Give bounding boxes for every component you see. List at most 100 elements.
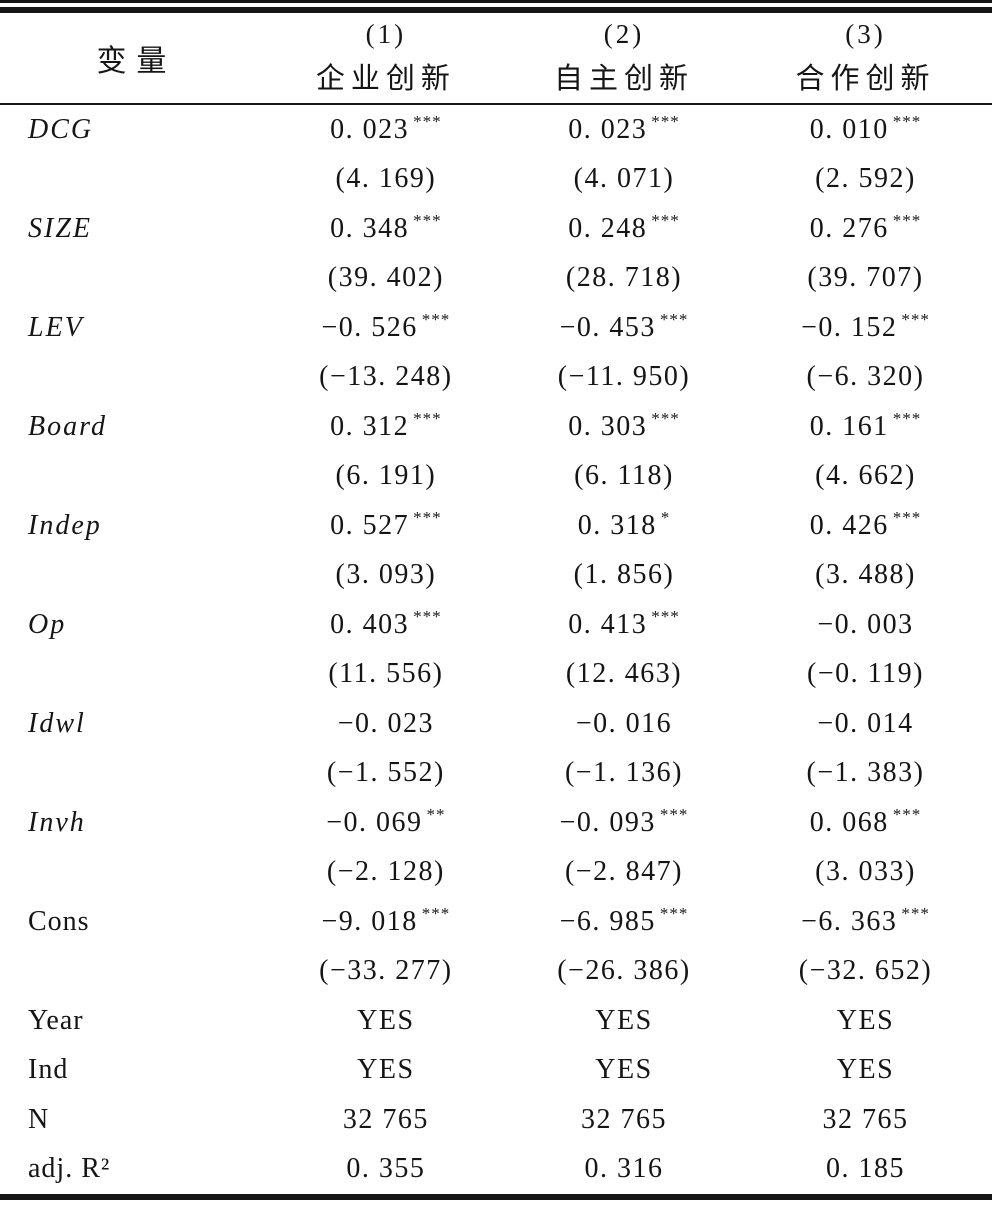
tstat-value: (−13. 248) xyxy=(319,361,453,393)
coefficient-value: −6. 985 xyxy=(559,905,656,937)
tstat-cell: (28. 718) xyxy=(509,262,739,294)
coefficient-cell: −6. 985 *** xyxy=(509,905,739,938)
coefficient-cell: 0. 403 *** xyxy=(263,607,509,641)
tstat-value: (39. 707) xyxy=(807,262,924,294)
coefficient-cell: 0. 312 *** xyxy=(263,409,509,443)
significance-stars: *** xyxy=(659,310,689,330)
summary-row-label-cell: Year xyxy=(0,1005,263,1037)
tstat-value: (−33. 277) xyxy=(319,955,453,987)
coefficient-value: −0. 526 xyxy=(321,311,418,343)
summary-value: 0. 355 xyxy=(346,1153,426,1185)
summary-value: 0. 185 xyxy=(826,1153,905,1185)
significance-stars: * xyxy=(660,508,671,528)
table-row: Cons −9. 018 *** −6. 985 *** −6. 363 *** xyxy=(0,897,992,947)
tstat-cell: (6. 191) xyxy=(263,460,509,492)
coefficient-value: 0. 527 xyxy=(330,509,410,541)
coefficient-value: 0. 426 xyxy=(809,509,889,541)
coefficient-value: −0. 014 xyxy=(817,707,914,739)
tstat-value: (4. 662) xyxy=(815,460,916,492)
table-row: adj. R² 0. 355 0. 316 0. 185 xyxy=(0,1145,992,1195)
table-row: Year YES YES YES xyxy=(0,996,992,1046)
column-header-3: (3) 合作创新 xyxy=(739,13,992,103)
coefficient-cell: 0. 161 *** xyxy=(739,409,992,443)
summary-row-label-cell: Ind xyxy=(0,1054,263,1086)
coefficient-cell: 0. 023 *** xyxy=(509,113,739,146)
tstat-value: (28. 718) xyxy=(565,262,683,294)
summary-row-label: adj. R² xyxy=(28,1153,111,1185)
row-label: LEV xyxy=(28,311,84,343)
tstat-value: (−1. 136) xyxy=(564,757,683,789)
coefficient-cell: 0. 276 *** xyxy=(739,211,992,245)
table-row: (−33. 277) (−26. 386) (−32. 652) xyxy=(0,947,992,997)
table-header-row: 变量 (1) 企业创新 (2) 自主创新 (3) 合作创新 xyxy=(0,13,992,103)
summary-value: YES xyxy=(836,1004,895,1036)
row-label: Idwl xyxy=(28,707,86,739)
coefficient-value: 0. 161 xyxy=(809,410,889,442)
coefficient-value: −0. 152 xyxy=(801,311,898,343)
row-label-cell: Indep xyxy=(0,510,263,542)
tstat-cell: (39. 707) xyxy=(739,262,992,294)
tstat-value: (−26. 386) xyxy=(557,955,691,987)
summary-value-cell: YES xyxy=(509,1005,739,1037)
coefficient-cell: −9. 018 *** xyxy=(263,905,509,938)
summary-row-label-cell: adj. R² xyxy=(0,1153,263,1185)
coefficient-cell: −0. 003 xyxy=(739,609,992,641)
column-1-name: 企业创新 xyxy=(315,63,456,95)
coefficient-value: −0. 453 xyxy=(559,311,656,343)
row-label-cell: Idwl xyxy=(0,708,263,740)
summary-value-cell: YES xyxy=(263,1005,509,1037)
table-row: DCG 0. 023 *** 0. 023 *** 0. 010 *** xyxy=(0,105,992,155)
tstat-cell: (3. 033) xyxy=(739,856,992,888)
coefficient-cell: −0. 014 xyxy=(739,708,992,740)
significance-stars: *** xyxy=(892,211,922,231)
summary-value: YES xyxy=(357,1004,415,1036)
summary-value: YES xyxy=(836,1054,895,1086)
significance-stars: *** xyxy=(901,904,930,924)
coefficient-value: −0. 003 xyxy=(817,608,914,640)
coefficient-cell: 0. 318 * xyxy=(509,508,739,542)
significance-stars: *** xyxy=(892,409,922,429)
summary-value-cell: YES xyxy=(263,1054,509,1086)
table-row: Board 0. 312 *** 0. 303 *** 0. 161 *** xyxy=(0,402,992,452)
table-row: (−13. 248) (−11. 950) (−6. 320) xyxy=(0,353,992,403)
summary-value-cell: 32 765 xyxy=(263,1104,509,1136)
tstat-cell: (3. 488) xyxy=(739,559,992,591)
row-label-cell: Invh xyxy=(0,807,263,839)
coefficient-value: 0. 318 xyxy=(577,509,657,541)
table-row: (39. 402) (28. 718) (39. 707) xyxy=(0,254,992,304)
tstat-value: (2. 592) xyxy=(815,163,916,195)
summary-row-label: N xyxy=(28,1103,50,1135)
coefficient-value: 0. 248 xyxy=(568,212,648,244)
tstat-cell: (−1. 136) xyxy=(509,757,739,789)
coefficient-cell: −0. 016 xyxy=(509,708,739,740)
tstat-cell: (−33. 277) xyxy=(263,955,509,987)
column-1-number: (1) xyxy=(365,19,407,49)
summary-row-label: Ind xyxy=(28,1054,69,1086)
tstat-value: (3. 488) xyxy=(815,559,916,591)
table-row: SIZE 0. 348 *** 0. 248 *** 0. 276 *** xyxy=(0,204,992,254)
coefficient-cell: 0. 248 *** xyxy=(509,212,739,245)
tstat-value: (6. 118) xyxy=(574,460,674,492)
column-3-number: (3) xyxy=(845,19,886,49)
coefficient-cell: −0. 093 *** xyxy=(509,806,739,839)
tstat-cell: (−2. 128) xyxy=(263,856,509,888)
tstat-cell: (−6. 320) xyxy=(739,361,992,393)
coefficient-cell: −6. 363 *** xyxy=(739,904,992,938)
significance-stars: *** xyxy=(413,607,442,627)
coefficient-value: 0. 068 xyxy=(809,806,889,838)
row-label: Board xyxy=(28,410,107,442)
coefficient-value: 0. 348 xyxy=(330,212,410,244)
coefficient-cell: 0. 413 *** xyxy=(509,608,739,641)
tstat-cell: (−0. 119) xyxy=(739,658,992,690)
tstat-cell: (4. 071) xyxy=(509,163,739,195)
coefficient-value: −0. 069 xyxy=(326,806,423,838)
summary-value-cell: 0. 355 xyxy=(263,1153,509,1185)
row-label-cell: LEV xyxy=(0,312,263,344)
coefficient-cell: 0. 010 *** xyxy=(739,113,992,146)
significance-stars: *** xyxy=(413,409,442,429)
variable-header-label: 变量 xyxy=(96,45,177,78)
tstat-cell: (1. 856) xyxy=(509,559,739,591)
significance-stars: *** xyxy=(421,310,451,330)
table-row: (3. 093) (1. 856) (3. 488) xyxy=(0,551,992,601)
summary-value-cell: YES xyxy=(509,1054,739,1086)
